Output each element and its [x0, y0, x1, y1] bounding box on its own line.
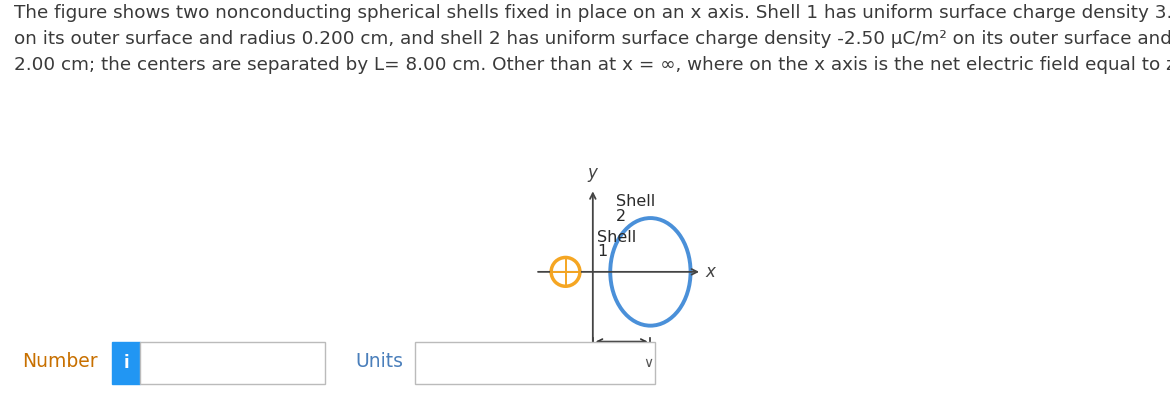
FancyBboxPatch shape	[415, 342, 655, 384]
Text: $L$: $L$	[617, 349, 627, 367]
Text: ∨: ∨	[644, 356, 653, 370]
Text: Shell: Shell	[617, 194, 655, 209]
Text: Shell: Shell	[598, 230, 636, 245]
Text: The figure shows two nonconducting spherical shells fixed in place on an x axis.: The figure shows two nonconducting spher…	[14, 4, 1170, 74]
Text: Units: Units	[355, 353, 402, 372]
FancyBboxPatch shape	[112, 342, 140, 384]
Text: Number: Number	[22, 353, 97, 372]
Text: $x$: $x$	[706, 263, 717, 281]
FancyBboxPatch shape	[140, 342, 325, 384]
Text: 2: 2	[617, 209, 626, 224]
Text: 1: 1	[598, 244, 607, 259]
Text: i: i	[123, 354, 129, 372]
Text: $y$: $y$	[586, 166, 599, 184]
